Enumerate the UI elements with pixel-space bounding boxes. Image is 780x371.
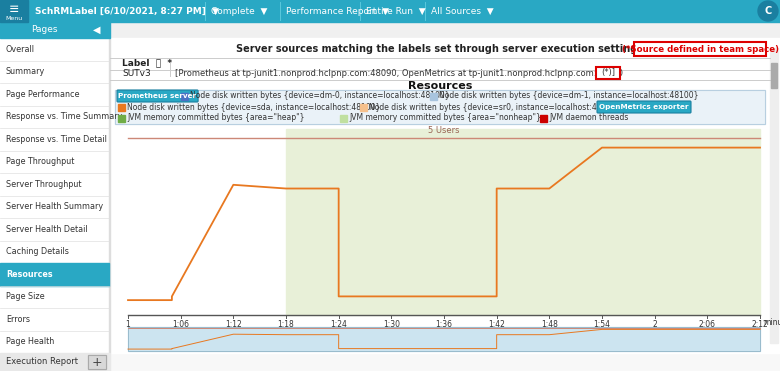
Text: Node disk written bytes {device=dm-0, instance=localhost:48100}: Node disk written bytes {device=dm-0, in…: [190, 92, 449, 101]
Bar: [770, 48, 778, 343]
Text: 1:18: 1:18: [278, 320, 294, 329]
FancyBboxPatch shape: [596, 67, 620, 79]
Text: (*Source defined in team space): (*Source defined in team space): [622, 45, 778, 53]
Text: All Sources  ▼: All Sources ▼: [431, 7, 494, 16]
Text: Performance Report  ▼: Performance Report ▼: [286, 7, 389, 16]
Text: Node disk written bytes {device=sda, instance=localhost:48100}: Node disk written bytes {device=sda, ins…: [127, 102, 381, 112]
Text: Server Throughput: Server Throughput: [6, 180, 81, 189]
Text: Entire Run  ▼: Entire Run ▼: [366, 7, 426, 16]
Text: 1:12: 1:12: [225, 320, 242, 329]
Bar: [0, 263, 109, 286]
Text: Resources: Resources: [408, 81, 472, 91]
Text: Page Throughput: Page Throughput: [6, 157, 74, 166]
Text: Node disk written bytes {device=dm-1, instance=localhost:48100}: Node disk written bytes {device=dm-1, in…: [439, 92, 699, 101]
Text: Response vs. Time Summary: Response vs. Time Summary: [6, 112, 122, 121]
Bar: [430, 93, 437, 100]
FancyBboxPatch shape: [115, 90, 765, 124]
Text: Caching Details: Caching Details: [6, 247, 69, 256]
Bar: [181, 93, 188, 100]
Text: Page Performance: Page Performance: [6, 90, 80, 99]
Bar: [0, 38, 110, 353]
Bar: [115, 90, 765, 124]
Text: OpenMetrics exporter: OpenMetrics exporter: [599, 104, 689, 110]
Bar: [110, 353, 780, 371]
Bar: [0, 353, 110, 371]
Text: Complete  ▼: Complete ▼: [211, 7, 268, 16]
Text: JVM memory committed bytes {area="nonheap"}: JVM memory committed bytes {area="nonhea…: [349, 114, 541, 122]
Text: 2: 2: [652, 320, 657, 329]
Text: Server sources matching the labels set through server execution settings: Server sources matching the labels set t…: [236, 44, 644, 54]
Text: 1:36: 1:36: [435, 320, 452, 329]
FancyBboxPatch shape: [117, 90, 198, 102]
Text: Node disk written bytes {device=sr0, instance=localhost:48100}: Node disk written bytes {device=sr0, ins…: [369, 102, 621, 112]
Bar: [128, 327, 760, 351]
Text: 2:06: 2:06: [699, 320, 716, 329]
Text: ◀: ◀: [93, 25, 101, 35]
Text: 1:24: 1:24: [330, 320, 347, 329]
Text: Server Health Detail: Server Health Detail: [6, 225, 87, 234]
Text: 1:30: 1:30: [383, 320, 400, 329]
Bar: [128, 129, 760, 315]
Text: Menu: Menu: [5, 16, 23, 20]
Text: 2:12: 2:12: [752, 320, 768, 329]
Text: ≡: ≡: [9, 3, 20, 16]
Bar: [109, 38, 110, 353]
Text: 1:06: 1:06: [172, 320, 190, 329]
Text: 1:42: 1:42: [488, 320, 505, 329]
Text: Response vs. Time Detail: Response vs. Time Detail: [6, 135, 107, 144]
Text: JVM daemon threads: JVM daemon threads: [549, 114, 629, 122]
Text: Page Health: Page Health: [6, 337, 55, 346]
Bar: [340, 115, 347, 122]
Text: 1:54: 1:54: [594, 320, 611, 329]
Text: +: +: [92, 355, 102, 368]
Text: Summary: Summary: [6, 67, 45, 76]
Text: 5 Users: 5 Users: [428, 126, 459, 135]
Text: Execution Report: Execution Report: [6, 358, 78, 367]
Text: Resources: Resources: [6, 270, 52, 279]
FancyBboxPatch shape: [88, 355, 106, 369]
Bar: [118, 115, 125, 122]
Bar: [771, 63, 777, 88]
Bar: [110, 38, 780, 353]
Text: SchRMLabel [6/10/2021, 8:27 PM]  ▼: SchRMLabel [6/10/2021, 8:27 PM] ▼: [35, 7, 219, 16]
Bar: [286, 129, 760, 315]
Text: Server Health Summary: Server Health Summary: [6, 202, 103, 211]
Text: minutes: minutes: [763, 318, 780, 327]
Text: Page Size: Page Size: [6, 292, 44, 301]
Bar: [0, 22, 110, 38]
Bar: [0, 0, 780, 22]
Text: 1:48: 1:48: [541, 320, 558, 329]
FancyBboxPatch shape: [634, 42, 766, 56]
Text: 1: 1: [126, 320, 130, 329]
Text: SUTv3: SUTv3: [122, 69, 151, 78]
Bar: [360, 104, 367, 111]
Bar: [0, 0, 28, 22]
Text: Prometheus server: Prometheus server: [119, 93, 197, 99]
Text: (*)]: (*)]: [601, 69, 615, 78]
Bar: [118, 104, 125, 111]
Bar: [540, 115, 547, 122]
Text: Errors: Errors: [6, 315, 30, 324]
Text: Overall: Overall: [6, 45, 35, 54]
Bar: [88, 355, 106, 369]
Text: Pages: Pages: [30, 26, 57, 35]
Text: JVM memory committed bytes {area="heap"}: JVM memory committed bytes {area="heap"}: [127, 114, 304, 122]
Text: [Prometheus at tp-junit1.nonprod.hclpnp.com:48090, OpenMetrics at tp-junit1.nonp: [Prometheus at tp-junit1.nonprod.hclpnp.…: [175, 69, 623, 78]
FancyBboxPatch shape: [597, 101, 691, 113]
Circle shape: [758, 1, 778, 21]
Text: C: C: [764, 6, 771, 16]
Text: Label  ⓘ  *: Label ⓘ *: [122, 59, 172, 68]
